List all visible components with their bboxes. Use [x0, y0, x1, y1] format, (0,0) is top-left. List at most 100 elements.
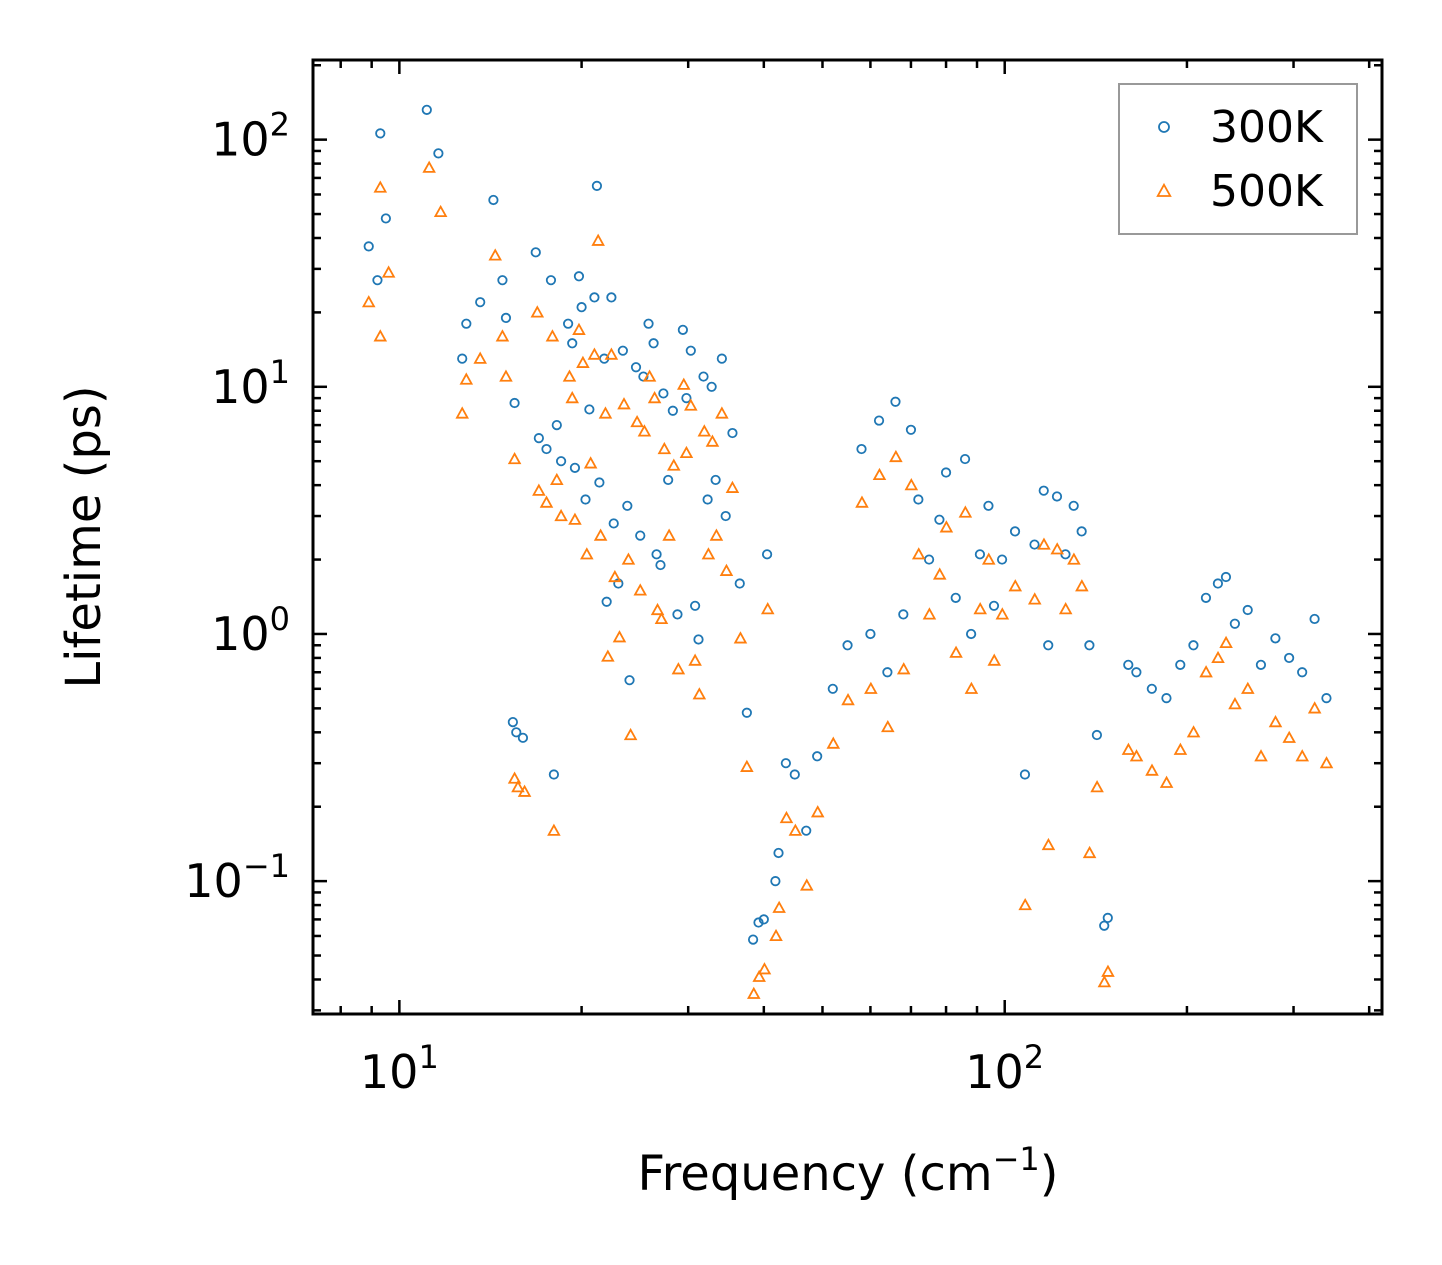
data-point: [709, 528, 724, 541]
tick-label: 102: [211, 106, 290, 167]
data-point: [473, 351, 487, 364]
data-point: [568, 512, 582, 525]
data-point: [779, 810, 794, 824]
data-point: [1173, 742, 1188, 755]
legend: 300K 500K: [1118, 83, 1358, 235]
tick-label: 10−1: [184, 847, 290, 908]
data-point: [1009, 526, 1021, 537]
data-point: [856, 443, 867, 455]
data-point: [1097, 975, 1112, 988]
data-point: [769, 928, 783, 942]
data-point: [589, 292, 600, 303]
data-point: [623, 727, 638, 741]
data-point: [706, 381, 717, 392]
data-point: [761, 549, 773, 560]
data-point: [584, 404, 595, 415]
legend-label: 300K: [1210, 102, 1324, 153]
data-point: [457, 353, 468, 364]
data-point: [1068, 500, 1079, 511]
data-point: [1241, 681, 1255, 694]
data-point: [865, 628, 876, 640]
data-point: [576, 302, 587, 313]
data-point: [746, 986, 761, 999]
data-point: [881, 719, 895, 733]
data-point: [373, 329, 388, 342]
data-point: [591, 233, 605, 246]
data-point: [551, 419, 562, 431]
tick-label: 101: [360, 1038, 439, 1099]
data-point: [676, 377, 691, 390]
data-point: [433, 204, 448, 218]
data-point: [1268, 714, 1283, 728]
data-point: [1058, 602, 1073, 615]
data-point: [966, 628, 977, 640]
data-point: [497, 275, 508, 286]
data-point: [647, 391, 662, 404]
data-point: [500, 312, 512, 324]
data-point: [788, 823, 803, 836]
data-point: [677, 324, 688, 335]
data-point: [747, 934, 759, 945]
data-point: [459, 372, 474, 385]
data-point: [734, 578, 745, 589]
data-point: [580, 547, 594, 560]
data-point: [617, 345, 628, 356]
data-point: [725, 480, 740, 493]
data-point: [949, 645, 963, 658]
data-point: [545, 329, 560, 342]
data-point: [882, 667, 893, 678]
data-point: [753, 917, 764, 928]
data-point: [667, 458, 681, 471]
data-point: [361, 295, 376, 308]
data-point: [650, 602, 665, 616]
data-point: [958, 505, 973, 518]
data-point: [987, 653, 1002, 666]
data-point: [789, 769, 800, 780]
data-point: [573, 271, 585, 282]
data-point: [1067, 552, 1081, 565]
data-point: [1255, 659, 1267, 670]
data-point: [1242, 604, 1253, 616]
legend-marker: [1158, 121, 1170, 133]
data-point: [488, 248, 503, 261]
data-point: [667, 405, 678, 416]
data-point: [672, 609, 683, 620]
data-point: [662, 528, 676, 541]
data-point: [488, 194, 499, 206]
plot-frame: [311, 58, 1384, 1016]
data-point: [499, 369, 513, 382]
data-point: [547, 823, 561, 836]
data-point: [801, 825, 812, 836]
data-point: [657, 441, 672, 455]
data-point: [720, 510, 731, 522]
data-point: [532, 483, 546, 496]
data-point: [643, 318, 654, 329]
data-point: [841, 693, 855, 706]
data-point: [373, 180, 388, 193]
data-point: [1041, 837, 1056, 851]
data-point: [606, 292, 617, 303]
data-point: [548, 769, 559, 780]
data-point: [1102, 912, 1113, 923]
data-point: [550, 472, 564, 486]
data-point: [1084, 640, 1095, 651]
data-point: [780, 758, 791, 769]
data-point: [421, 104, 432, 115]
data-point: [810, 805, 825, 818]
data-point: [545, 275, 557, 286]
data-point: [702, 494, 713, 505]
data-point: [922, 607, 937, 620]
data-point: [1131, 667, 1142, 678]
data-point: [363, 241, 374, 252]
data-point: [1051, 491, 1063, 502]
data-point: [530, 305, 545, 318]
data-point: [1211, 650, 1225, 664]
data-point: [433, 148, 444, 159]
data-point: [988, 600, 1000, 611]
tick-label: 101: [211, 353, 290, 414]
data-point: [890, 396, 901, 407]
data-point: [507, 771, 522, 784]
data-point: [1146, 683, 1157, 694]
data-point: [733, 631, 748, 644]
